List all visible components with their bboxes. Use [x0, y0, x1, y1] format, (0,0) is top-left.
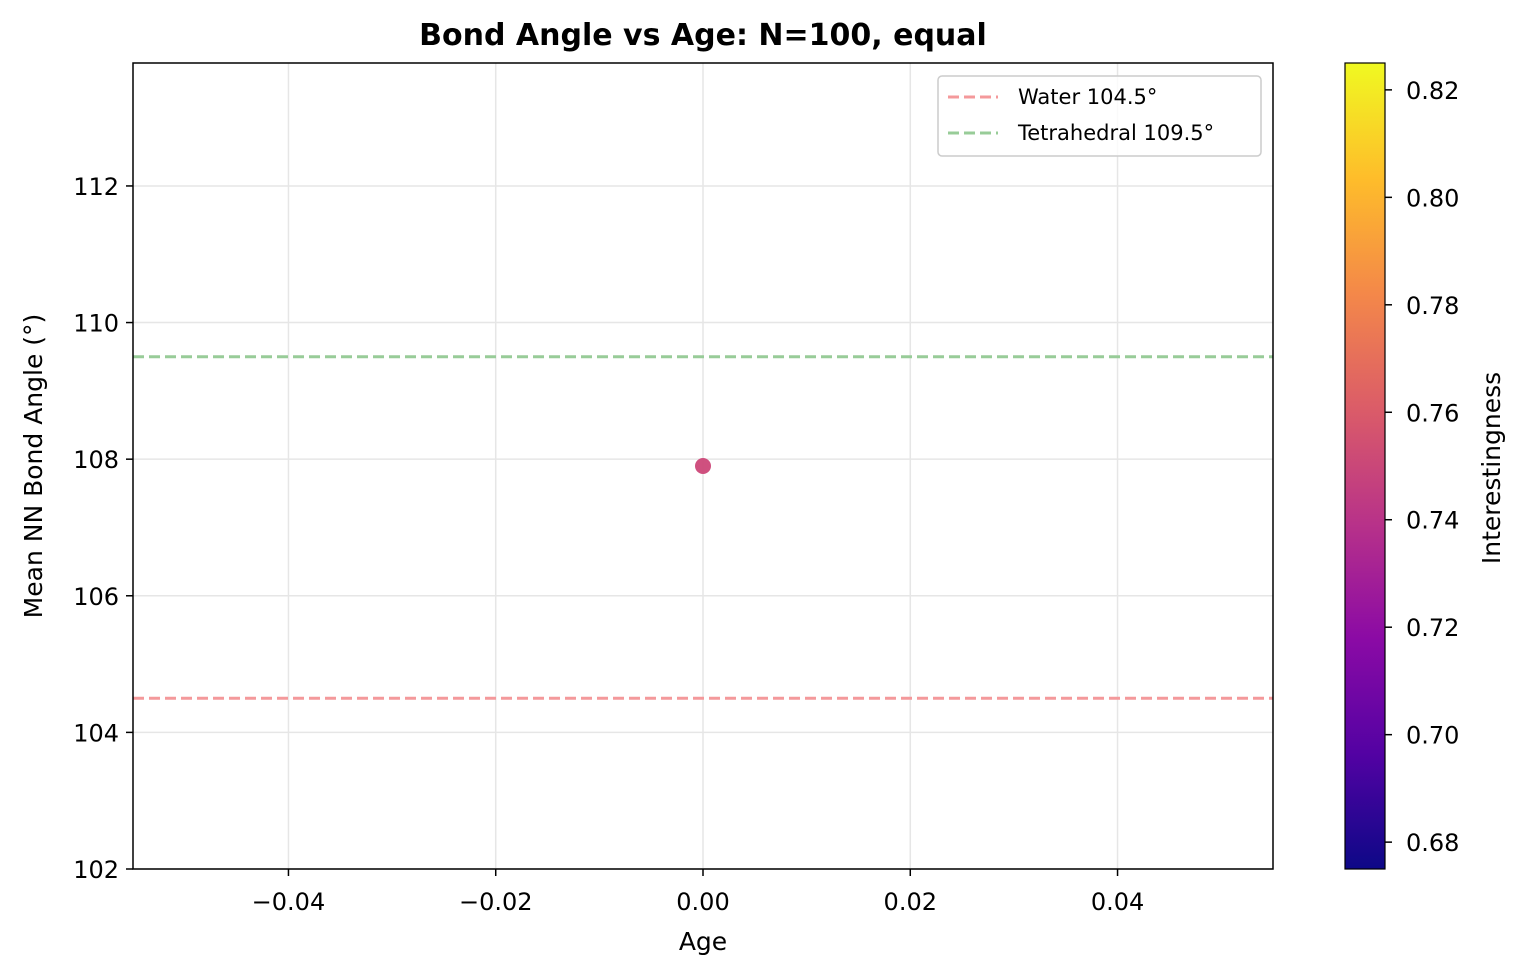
reference-lines [133, 355, 1273, 700]
x-tick-label: 0.04 [1091, 888, 1144, 916]
colorbar-tick-label: 0.70 [1406, 722, 1459, 750]
y-tick-label: 106 [73, 583, 119, 611]
legend: Water 104.5° Tetrahedral 109.5° [937, 75, 1262, 157]
colorbar: 0.68 0.70 0.72 0.74 0.76 0.78 0.80 0.82 Interes… [1344, 62, 1506, 870]
data-point [695, 458, 711, 474]
colorbar-tick-label: 0.72 [1406, 614, 1459, 642]
y-tick-label: 108 [73, 446, 119, 474]
colorbar-tick-label: 0.78 [1406, 292, 1459, 320]
y-tick-label: 112 [73, 173, 119, 201]
colorbar-label: Interestingness [1477, 372, 1506, 564]
chart-title: Bond Angle vs Age: N=100, equal [419, 18, 987, 53]
x-axis: −0.04 −0.02 0.00 0.02 0.04 [252, 869, 1144, 916]
x-tick-label: 0.00 [676, 888, 729, 916]
colorbar-tick-label: 0.82 [1406, 77, 1459, 105]
colorbar-tick-label: 0.80 [1406, 184, 1459, 212]
y-tick-label: 104 [73, 719, 119, 747]
colorbar-gradient [1344, 62, 1386, 870]
y-axis: 102 104 106 108 110 112 [73, 173, 133, 884]
x-tick-label: −0.04 [252, 888, 326, 916]
y-tick-label: 102 [73, 856, 119, 884]
colorbar-tick-label: 0.74 [1406, 507, 1459, 535]
x-tick-label: −0.02 [459, 888, 533, 916]
legend-label-water: Water 104.5° [1018, 85, 1157, 109]
y-axis-label: Mean NN Bond Angle (°) [19, 314, 48, 619]
colorbar-ticks: 0.68 0.70 0.72 0.74 0.76 0.78 0.80 0.82 [1385, 77, 1459, 857]
x-axis-label: Age [679, 927, 727, 956]
legend-box [937, 75, 1262, 157]
y-tick-label: 110 [73, 310, 119, 338]
legend-label-tetrahedral: Tetrahedral 109.5° [1017, 121, 1214, 145]
data-points [695, 458, 711, 474]
colorbar-tick-label: 0.68 [1406, 829, 1459, 857]
colorbar-tick-label: 0.76 [1406, 399, 1459, 427]
x-tick-label: 0.02 [884, 888, 937, 916]
